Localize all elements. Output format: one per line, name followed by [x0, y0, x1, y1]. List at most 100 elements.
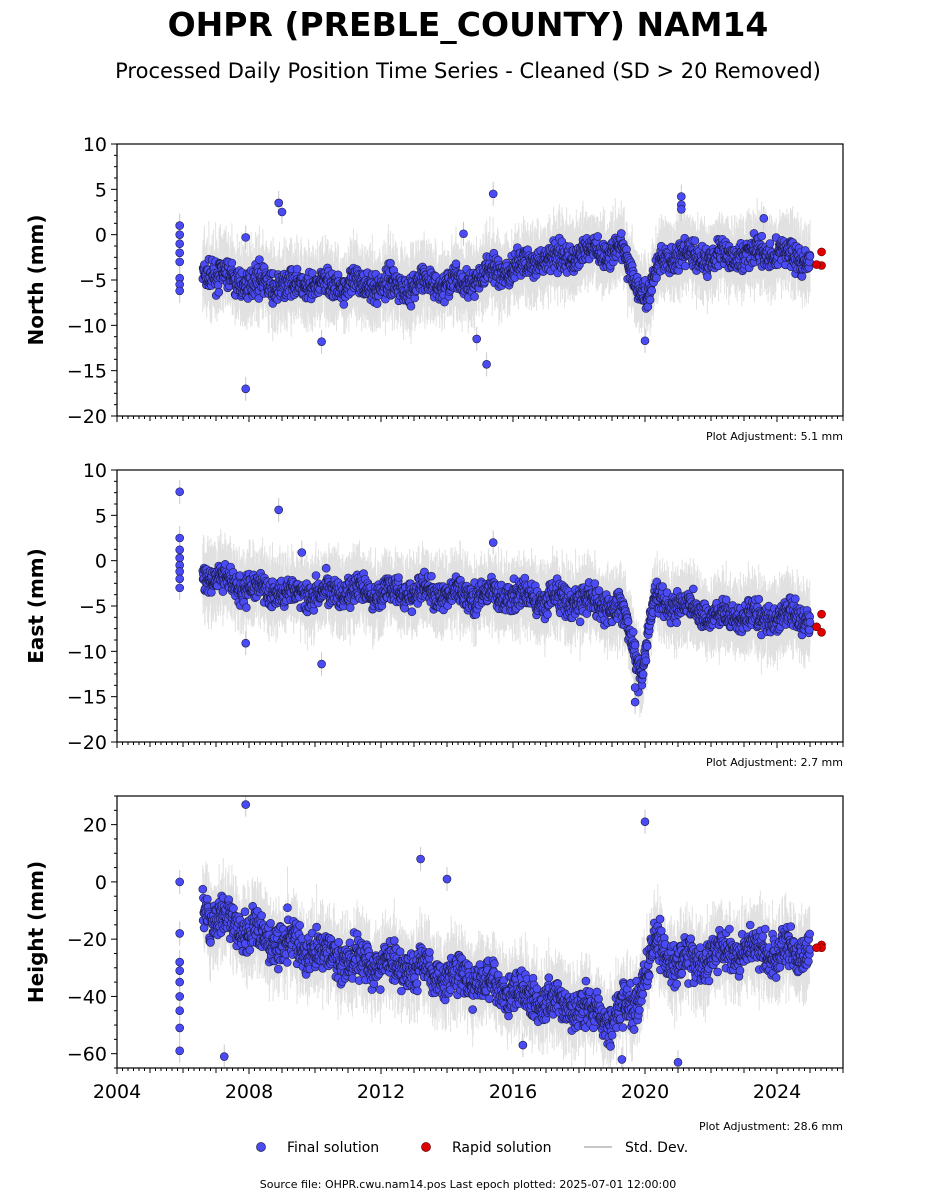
height-final-point	[334, 937, 344, 947]
east-final-point	[642, 641, 652, 651]
north-y-tick-label: −15	[67, 361, 107, 383]
north-final-point	[406, 301, 416, 311]
north-outlier-point	[676, 192, 686, 201]
height-final-point	[245, 945, 255, 955]
height-final-point	[198, 884, 208, 894]
east-final-point	[543, 610, 552, 619]
height-final-point	[412, 979, 422, 988]
east-rapid-point	[817, 609, 826, 619]
east-final-point	[575, 617, 585, 627]
east-outlier-point	[317, 659, 326, 669]
height-final-point	[266, 918, 275, 928]
east-final-point	[672, 618, 682, 628]
east-outlier-point	[488, 538, 498, 547]
east-outlier-point	[297, 548, 307, 557]
east-outlier-point	[175, 545, 184, 555]
north-outlier-point	[274, 198, 284, 208]
east-final-point	[641, 656, 651, 666]
east-y-tick-label: −20	[67, 732, 107, 754]
north-final-point	[616, 229, 626, 238]
north-outlier-point	[640, 336, 650, 346]
north-final-point	[690, 236, 700, 245]
north-y-tick-label: −5	[79, 270, 107, 292]
north-final-point	[645, 295, 655, 305]
north-data-layer	[175, 181, 826, 401]
east-outlier-point	[175, 567, 184, 576]
chart-subtitle: Processed Daily Position Time Series - C…	[115, 59, 821, 83]
north-final-point	[647, 286, 657, 296]
north-outlier-point	[317, 337, 326, 346]
east-y-tick-label: 0	[95, 551, 107, 573]
north-outlier-point	[482, 360, 491, 369]
north-outlier-point	[472, 334, 482, 344]
east-final-point	[311, 571, 321, 580]
east-outlier-point	[175, 583, 184, 593]
east-outlier-point	[630, 683, 640, 692]
north-outlier-point	[459, 229, 468, 239]
north-final-point	[703, 272, 712, 282]
east-final-point	[321, 563, 331, 573]
east-outlier-point	[175, 553, 184, 563]
east-final-point	[754, 594, 764, 604]
north-outlier-point	[488, 189, 498, 199]
east-final-point	[628, 627, 638, 637]
east-final-point	[630, 640, 640, 650]
north-final-point	[593, 232, 603, 241]
east-outlier-point	[241, 638, 250, 648]
north-final-points	[175, 189, 815, 394]
north-final-point	[386, 258, 395, 268]
north-final-point	[255, 255, 264, 264]
height-final-point	[282, 958, 292, 967]
height-final-point	[257, 911, 266, 920]
east-outlier-point	[175, 487, 184, 497]
east-final-point	[345, 603, 355, 613]
height-data-layer	[175, 796, 826, 1068]
east-y-tick-label: 10	[83, 460, 107, 482]
north-final-point	[227, 258, 237, 268]
east-outlier-point	[630, 697, 640, 707]
east-data-layer	[175, 479, 826, 718]
east-outlier-point	[274, 505, 284, 515]
east-final-point	[805, 625, 814, 635]
height-final-point	[295, 920, 305, 930]
height-final-point	[240, 907, 250, 917]
north-final-point	[765, 239, 775, 248]
north-outlier-point	[759, 214, 769, 223]
north-outlier-point	[175, 239, 184, 249]
north-outlier-point	[175, 257, 184, 267]
east-final-point	[394, 573, 403, 582]
north-rapid-point	[812, 260, 821, 269]
north-outlier-point	[241, 384, 250, 394]
height-final-point	[389, 936, 399, 945]
east-final-point	[623, 617, 633, 626]
north-outlier-point	[241, 233, 250, 242]
north-y-tick-label: 10	[83, 134, 107, 156]
east-outlier-point	[175, 533, 184, 543]
east-plot-adjustment: Plot Adjustment: 2.7 mm	[706, 756, 843, 769]
north-y-tick-label: −20	[67, 406, 107, 428]
east-final-point	[790, 594, 800, 604]
north-y-axis-label: North (mm)	[24, 214, 48, 345]
north-outlier-point	[175, 221, 184, 230]
north-outlier-point	[175, 286, 184, 296]
north-final-point	[440, 297, 449, 307]
north-outlier-point	[277, 207, 287, 217]
north-final-point	[805, 251, 815, 261]
north-final-point	[372, 299, 382, 309]
east-rapid-point	[812, 622, 821, 632]
north-outlier-point	[676, 204, 686, 214]
north-final-point	[470, 292, 479, 301]
north-outlier-point	[175, 248, 184, 258]
height-final-point	[273, 964, 283, 974]
north-final-point	[307, 268, 317, 278]
east-outlier-point	[175, 574, 184, 584]
east-final-point	[638, 670, 648, 679]
north-final-point	[339, 300, 349, 309]
north-plot-adjustment: Plot Adjustment: 5.1 mm	[706, 430, 843, 443]
north-rapid-point	[817, 247, 826, 257]
east-final-point	[427, 571, 436, 581]
height-final-point	[312, 922, 321, 932]
